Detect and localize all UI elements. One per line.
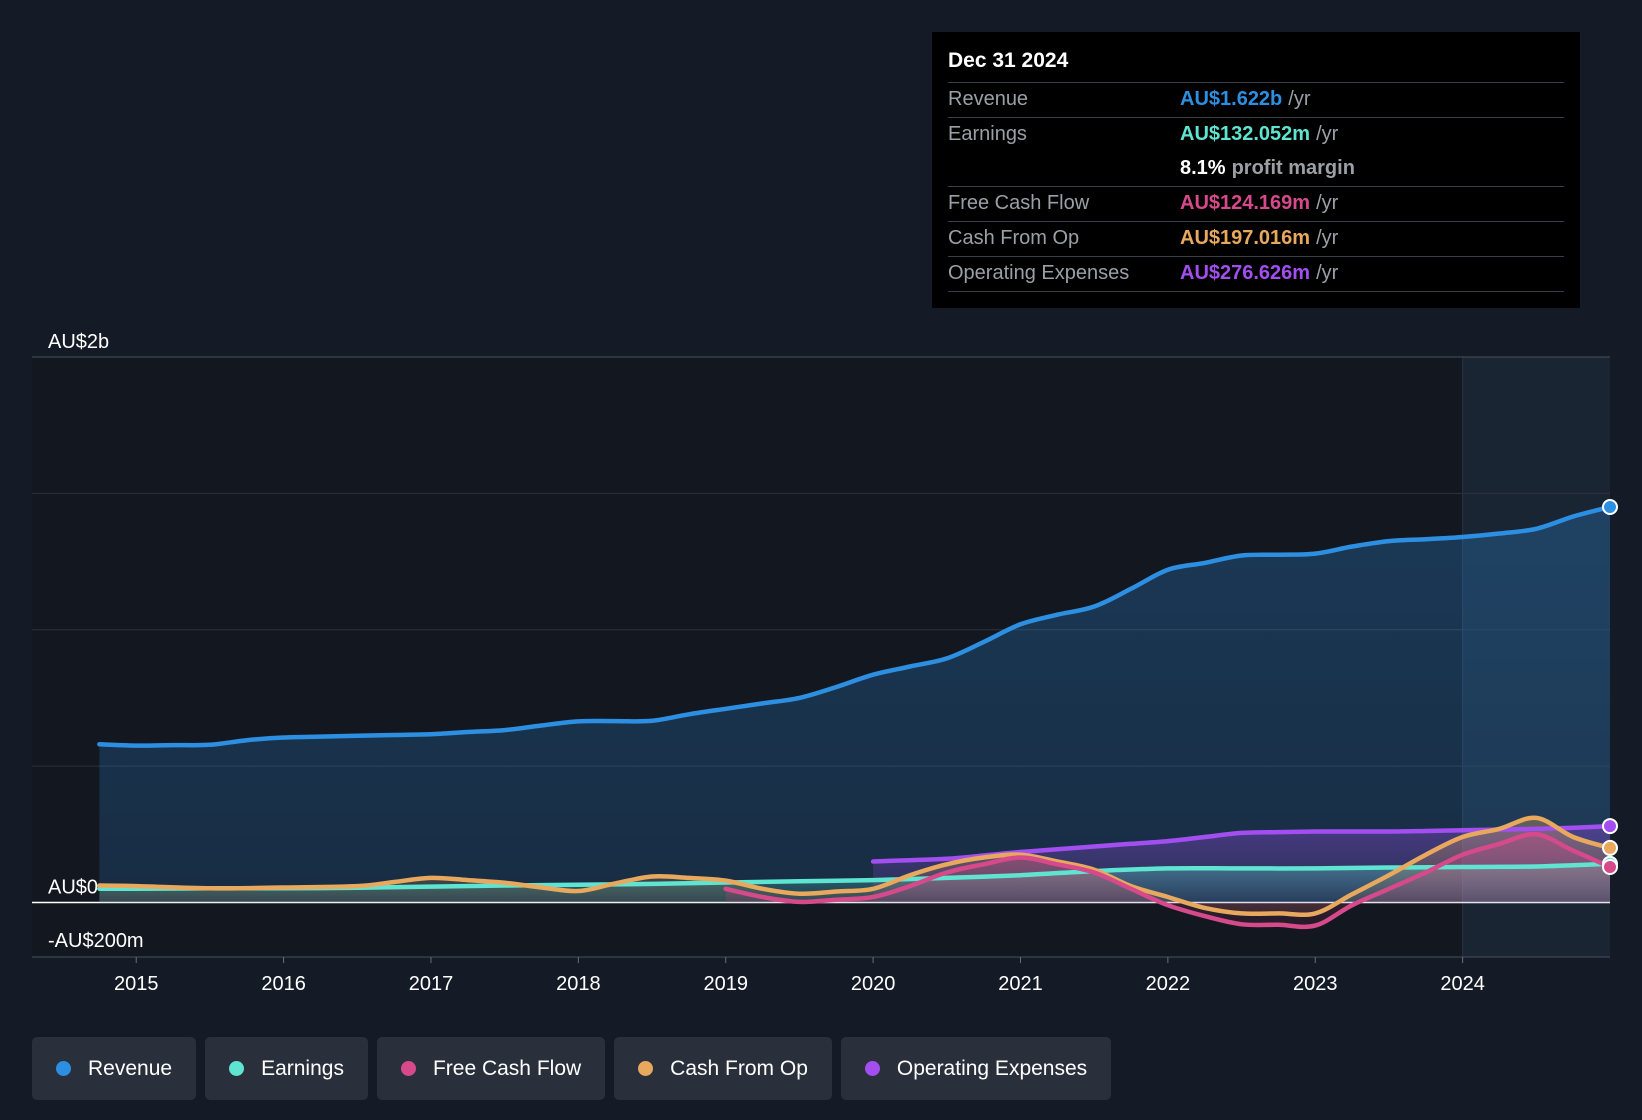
- revenue-end-point: [1602, 499, 1618, 515]
- tooltip-unit: profit margin: [1231, 157, 1355, 179]
- tooltip-label: Revenue: [948, 88, 1029, 110]
- revenue-dot-icon: [56, 1061, 71, 1076]
- legend-item-cash-from-op[interactable]: Cash From Op: [614, 1037, 832, 1100]
- tooltip-row-profit-margin: 8.1% profit margin: [948, 152, 1564, 187]
- operating-expenses-end-point: [1602, 818, 1618, 835]
- tooltip-unit: /yr: [1316, 123, 1339, 145]
- x-tick-label: 2021: [998, 973, 1043, 995]
- tooltip-value: AU$132.052m: [1180, 123, 1311, 145]
- cash-from-op-line: [97, 815, 1613, 918]
- free-cash-flow-dot-icon: [400, 1061, 416, 1076]
- x-tick-label: 2016: [261, 973, 306, 995]
- x-tick-label: 2024: [1440, 973, 1485, 995]
- tooltip-row-operating-expenses: Operating Expenses AU$276.626m /yr: [948, 257, 1564, 292]
- tooltip-label: Operating Expenses: [948, 262, 1130, 284]
- tooltip-label: Free Cash Flow: [948, 192, 1090, 214]
- revenue-area: [99, 507, 1610, 903]
- tooltip-label: [948, 152, 1180, 186]
- legend-item-revenue[interactable]: Revenue: [32, 1037, 197, 1100]
- free-cash-flow-area: [725, 834, 1610, 927]
- tooltip-row-cash-from-op: Cash From Op AU$197.016m /yr: [948, 222, 1564, 257]
- legend: Revenue Earnings Free Cash Flow Cash Fro…: [32, 1037, 1112, 1100]
- cash-from-op-area: [99, 817, 1610, 915]
- legend-item-free-cash-flow[interactable]: Free Cash Flow: [376, 1037, 606, 1100]
- legend-item-earnings[interactable]: Earnings: [205, 1037, 368, 1100]
- legend-label: Cash From Op: [670, 1056, 808, 1080]
- tooltip-unit: /yr: [1316, 227, 1339, 249]
- tooltip: Dec 31 2024 Revenue AU$1.622b /yr Earnin…: [932, 32, 1580, 308]
- cash-from-op-end-point: [1602, 839, 1618, 856]
- legend-item-operating-expenses[interactable]: Operating Expenses: [840, 1037, 1112, 1100]
- tooltip-unit: /yr: [1316, 192, 1339, 214]
- tooltip-unit: /yr: [1316, 262, 1339, 284]
- tooltip-row-earnings: Earnings AU$132.052m /yr: [948, 118, 1564, 152]
- free-cash-flow-end-point: [1602, 859, 1618, 875]
- tooltip-value: 8.1%: [1180, 157, 1226, 179]
- tooltip-date: Dec 31 2024: [948, 46, 1564, 83]
- tooltip-value: AU$124.169m: [1180, 192, 1311, 214]
- tooltip-value: AU$276.626m: [1180, 262, 1311, 284]
- tooltip-label: Earnings: [948, 123, 1027, 145]
- free-cash-flow-line: [723, 831, 1613, 930]
- tooltip-label: Cash From Op: [948, 227, 1080, 249]
- tooltip-value: AU$1.622b: [1180, 88, 1283, 110]
- legend-label: Free Cash Flow: [432, 1056, 582, 1080]
- legend-label: Revenue: [88, 1056, 173, 1080]
- x-tick-label: 2020: [851, 973, 896, 995]
- y-axis-label: AU$0: [48, 876, 98, 898]
- x-tick-label: 2022: [1146, 973, 1191, 995]
- tooltip-row-free-cash-flow: Free Cash Flow AU$124.169m /yr: [948, 187, 1564, 222]
- cash-from-op-dot-icon: [638, 1061, 654, 1076]
- tooltip-row-revenue: Revenue AU$1.622b /yr: [948, 83, 1564, 118]
- x-tick-label: 2019: [703, 973, 748, 995]
- tooltip-value: AU$197.016m: [1180, 227, 1311, 249]
- earnings-dot-icon: [229, 1061, 245, 1076]
- legend-label: Earnings: [261, 1056, 344, 1080]
- revenue-line: [97, 504, 1613, 748]
- x-tick-label: 2023: [1293, 973, 1338, 995]
- x-tick-label: 2015: [114, 973, 159, 995]
- operating-expenses-dot-icon: [864, 1061, 880, 1076]
- x-tick-label: 2018: [556, 973, 601, 995]
- y-axis-label: -AU$200m: [48, 930, 144, 952]
- x-tick-label: 2017: [409, 973, 454, 995]
- y-axis-label: AU$2b: [48, 331, 109, 353]
- legend-label: Operating Expenses: [896, 1056, 1088, 1080]
- tooltip-unit: /yr: [1288, 88, 1311, 110]
